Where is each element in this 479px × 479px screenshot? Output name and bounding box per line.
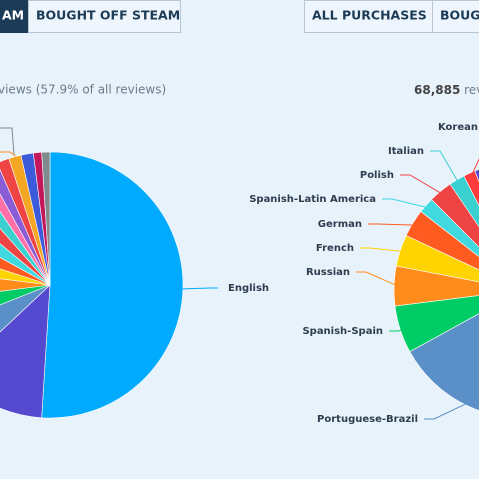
slice-label: French	[316, 243, 354, 254]
pie-slice	[409, 313, 479, 411]
pie-slice	[474, 169, 479, 183]
tab[interactable]	[432, 0, 479, 33]
tab-active[interactable]	[0, 0, 28, 33]
leader-line	[389, 327, 405, 332]
tab[interactable]	[304, 0, 433, 33]
leader-line	[400, 174, 444, 195]
slice-label: Korean	[438, 122, 478, 133]
review-label: revi	[464, 83, 479, 97]
pie-slice	[0, 284, 51, 419]
slice-label: English	[228, 283, 269, 294]
slice-label: Spanish-Spain	[302, 326, 383, 337]
pie-slice	[0, 278, 51, 292]
tab-label[interactable]: AM	[2, 8, 24, 23]
pie-slice	[41, 151, 184, 419]
leader-line	[430, 150, 460, 184]
leader-line	[368, 223, 417, 226]
slice-label: Italian	[388, 146, 424, 157]
slice-label: Polish	[360, 170, 394, 181]
leader-line	[470, 158, 479, 178]
leader-line	[356, 271, 399, 287]
leader-line	[382, 198, 429, 209]
tab-label[interactable]: BOUGHT OFF STEAM	[36, 8, 180, 23]
slice-label: Portuguese-Brazil	[317, 414, 418, 425]
tab[interactable]	[28, 0, 181, 33]
leader-line	[360, 247, 404, 253]
review-count: 68,885	[414, 83, 460, 97]
slice-label: Russian	[306, 267, 350, 278]
review-summary: 68,885 revi	[414, 83, 479, 97]
leader-line	[178, 287, 218, 290]
pie-slice	[41, 151, 51, 286]
pie-slice	[0, 284, 51, 333]
leader-line	[0, 127, 15, 156]
tab-label[interactable]: BOUG	[440, 8, 479, 23]
leader-line	[424, 401, 470, 420]
subtitle: views (57.9% of all reviews)	[0, 83, 166, 97]
slice-label: German	[318, 219, 362, 230]
slice-label: Spanish-Latin America	[249, 194, 376, 205]
tab-label[interactable]: ALL PURCHASES	[312, 8, 427, 23]
leader-line	[0, 151, 19, 159]
